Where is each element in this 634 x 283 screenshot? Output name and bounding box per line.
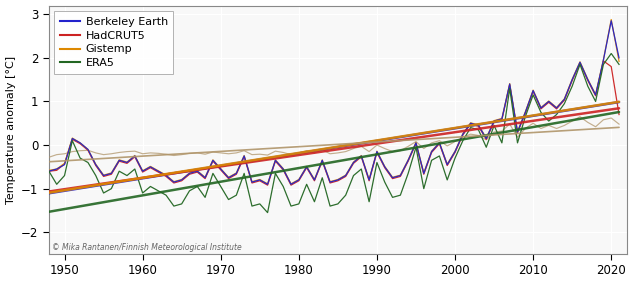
Legend: Berkeley Earth, HadCRUT5, Gistemp, ERA5: Berkeley Earth, HadCRUT5, Gistemp, ERA5 (55, 11, 173, 74)
Y-axis label: Temperature anomaly [°C]: Temperature anomaly [°C] (6, 56, 16, 204)
Text: © Mika Rantanen/Finnish Meteorological Institute: © Mika Rantanen/Finnish Meteorological I… (52, 243, 242, 252)
